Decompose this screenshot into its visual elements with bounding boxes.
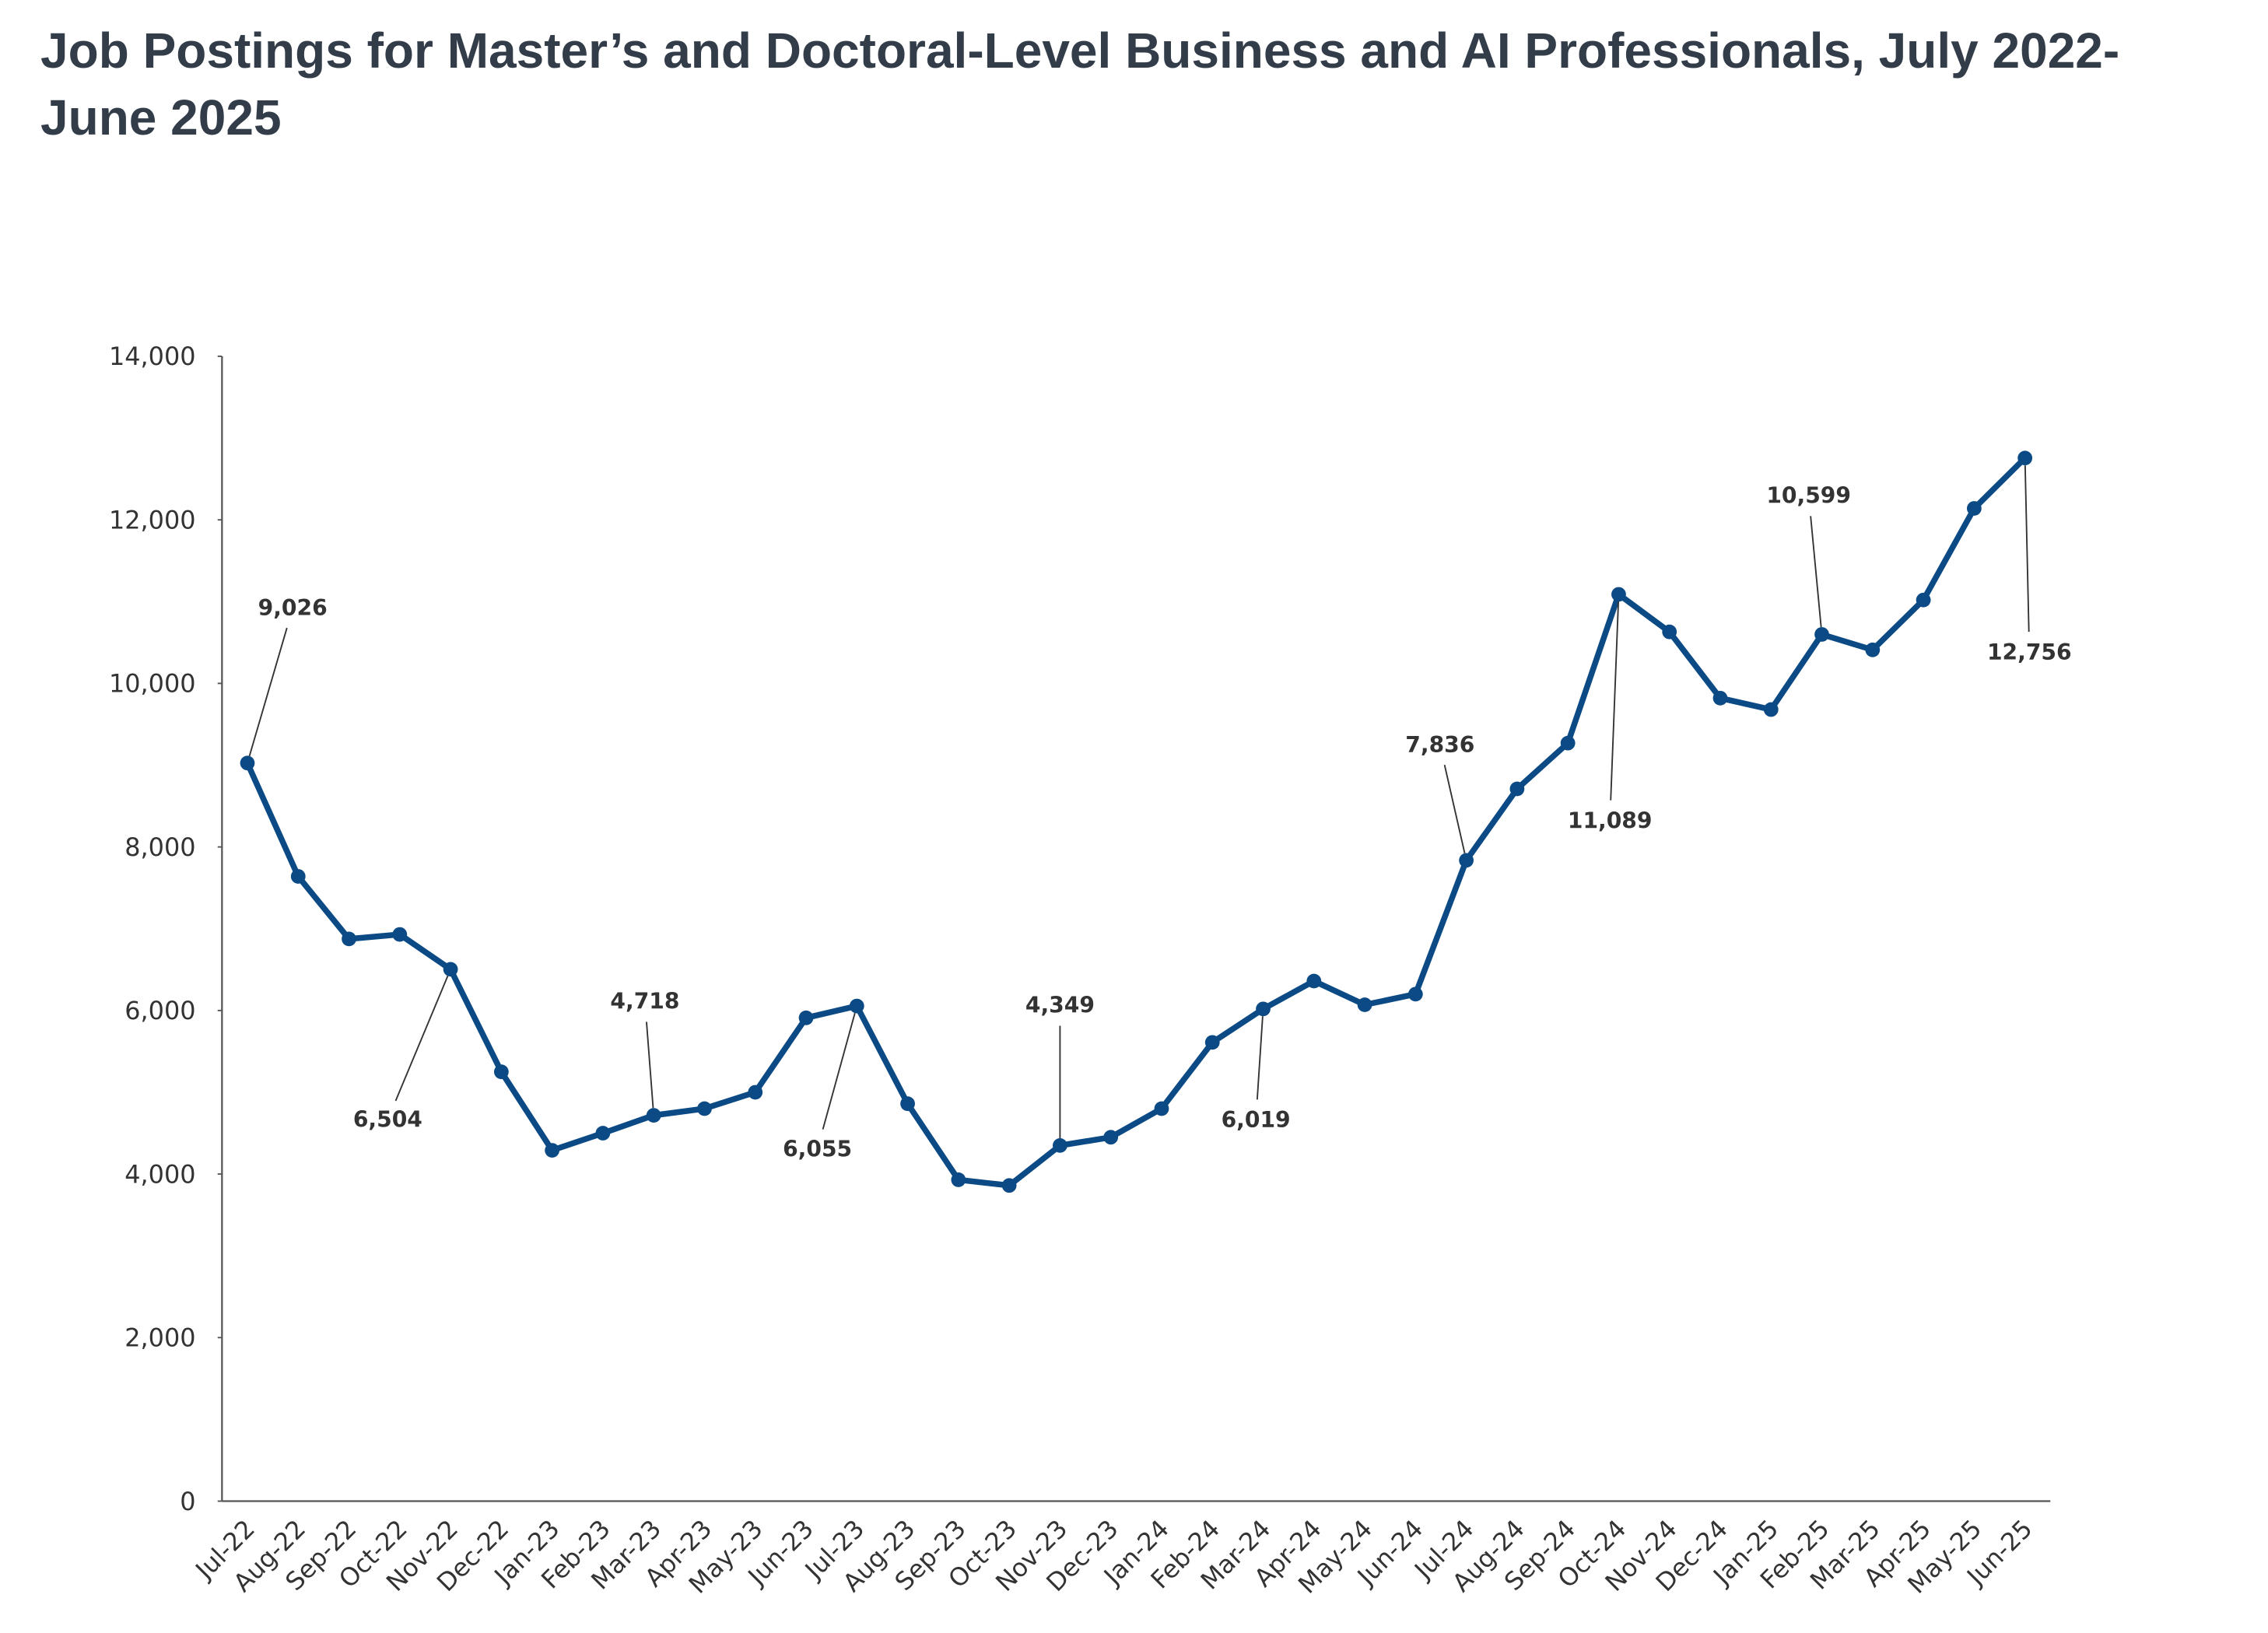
y-tick-label: 0 — [180, 1487, 195, 1516]
leader-line — [1610, 601, 1620, 801]
data-point — [443, 962, 458, 977]
leader-line — [2024, 465, 2030, 633]
leader-line — [1256, 1016, 1264, 1100]
y-tick-label: 12,000 — [109, 505, 196, 534]
data-label: 7,836 — [1405, 732, 1474, 758]
data-point — [290, 869, 306, 884]
data-label: 12,756 — [1987, 640, 2072, 665]
leader-line — [1810, 516, 1822, 628]
data-point — [1662, 624, 1677, 640]
data-point — [1814, 627, 1829, 642]
y-tick-label: 4,000 — [124, 1159, 195, 1189]
leader-line — [1443, 765, 1466, 853]
data-label: 11,089 — [1568, 808, 1653, 833]
data-point — [1611, 587, 1626, 602]
y-tick-label: 2,000 — [124, 1323, 195, 1353]
data-point — [1916, 592, 1931, 608]
y-tick-label: 6,000 — [124, 996, 195, 1025]
data-point — [697, 1101, 712, 1116]
data-point — [392, 927, 408, 942]
data-point — [1001, 1178, 1017, 1193]
leader-line — [394, 976, 449, 1102]
data-label: 6,019 — [1222, 1107, 1291, 1133]
chart-title: Job Postings for Master’s and Doctoral-L… — [40, 23, 2120, 146]
data-label: 6,055 — [783, 1136, 852, 1162]
data-point — [900, 1096, 915, 1112]
y-tick-label: 14,000 — [109, 342, 196, 371]
data-point — [342, 931, 356, 947]
data-line — [244, 456, 2028, 1189]
data-label: 4,349 — [1025, 993, 1095, 1018]
data-point — [1154, 1101, 1169, 1116]
data-label: 10,599 — [1766, 483, 1851, 509]
y-tick-label: 8,000 — [124, 832, 195, 862]
data-point — [240, 755, 255, 771]
data-point — [1509, 781, 1525, 797]
data-point — [748, 1085, 763, 1100]
data-point — [646, 1108, 661, 1123]
data-point — [798, 1010, 814, 1025]
data-label: 6,504 — [353, 1107, 422, 1133]
data-point — [1204, 1035, 1220, 1050]
data-point — [1560, 735, 1576, 751]
data-point — [493, 1064, 509, 1080]
data-point — [1357, 997, 1372, 1012]
leader-line — [248, 627, 288, 757]
leader-line — [822, 1012, 856, 1130]
data-label: 9,026 — [258, 595, 328, 621]
data-point — [1103, 1130, 1119, 1145]
data-point — [1256, 1001, 1271, 1017]
data-point — [1053, 1138, 1067, 1153]
data-point — [595, 1126, 611, 1141]
y-tick-label: 10,000 — [109, 669, 196, 699]
data-point — [1712, 690, 1728, 706]
data-point — [1865, 642, 1881, 657]
data-point — [545, 1143, 560, 1158]
data-point — [849, 998, 864, 1014]
data-point — [2017, 450, 2033, 466]
data-point — [1407, 986, 1423, 1002]
data-point — [1763, 702, 1779, 717]
data-label: 4,718 — [610, 989, 679, 1014]
data-point — [1966, 501, 1982, 516]
data-point — [1306, 973, 1322, 989]
leader-line — [646, 1022, 654, 1109]
data-point — [951, 1172, 966, 1187]
data-point — [1459, 853, 1474, 868]
